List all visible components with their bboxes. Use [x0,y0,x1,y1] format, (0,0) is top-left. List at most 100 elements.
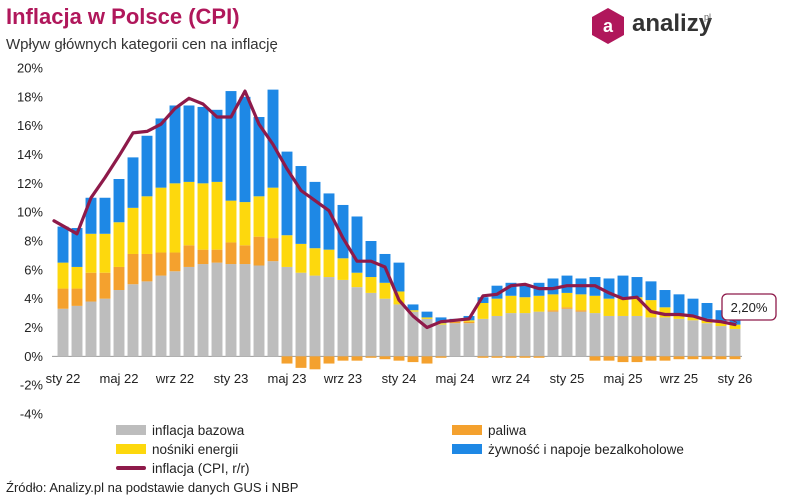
bar-energia [155,187,167,253]
bar-zywnosc [421,311,433,318]
y-tick-label: 16% [17,118,43,133]
bar-zywnosc [309,181,321,249]
bar-bazowa [421,318,433,357]
bar-energia [463,320,475,322]
bar-paliwa [561,307,573,309]
bar-energia [547,294,559,311]
bar-paliwa [337,356,349,361]
y-tick-label: 4% [24,291,43,306]
bar-zywnosc [141,135,153,197]
bar-zywnosc [645,281,657,301]
bar-zywnosc [225,91,237,201]
bar-paliwa [323,356,335,364]
bar-paliwa [715,356,727,360]
bar-zywnosc [393,262,405,292]
x-tick-label: sty 24 [382,371,417,386]
x-tick-label: wrz 24 [491,371,530,386]
bar-bazowa [729,328,741,357]
x-tick-label: wrz 23 [323,371,362,386]
bar-bazowa [715,326,727,357]
bar-zywnosc [113,179,125,223]
x-tick-label: wrz 25 [659,371,698,386]
analizy-logo: a analizy pl [588,6,788,46]
logo-letter: a [603,16,614,36]
x-tick-label: maj 23 [267,371,306,386]
bar-zywnosc [519,285,531,298]
bar-energia [337,258,349,280]
bar-paliwa [281,356,293,364]
x-tick-label: sty 22 [46,371,81,386]
bar-energia [113,222,125,267]
bar-bazowa [463,323,475,357]
bar-bazowa [673,318,685,357]
bar-bazowa [337,279,349,357]
bar-zywnosc [351,216,363,273]
bar-energia [477,302,489,319]
bar-zywnosc [197,106,209,184]
bar-paliwa [701,356,713,360]
bar-zywnosc [603,278,615,299]
bar-bazowa [211,262,223,357]
bar-paliwa [309,356,321,370]
y-tick-label: 0% [24,349,43,364]
x-tick-label: maj 25 [603,371,642,386]
bar-zywnosc [85,197,97,234]
bar-bazowa [267,261,279,357]
bar-energia [505,295,517,314]
bar-bazowa [225,264,237,357]
bar-energia [603,298,615,316]
bar-energia [71,266,83,289]
bar-bazowa [687,320,699,357]
bar-bazowa [491,315,503,357]
bar-zywnosc [477,297,489,303]
bar-energia [407,310,419,312]
cpi-chart: -4% -2% 0% 2% 4% 6% 8% 10% 12% 14% 16% 18% 20% sty 22… [17,61,777,422]
chart-title: Inflacja w Polsce (CPI) [6,4,240,29]
legend-swatch-inflacja [116,466,146,470]
legend-swatch-energia [116,444,146,454]
y-tick-label: 10% [17,205,43,220]
bar-energia [561,292,573,308]
logo-name: analizy [632,10,713,37]
y-tick-label: 20% [17,61,43,76]
bar-paliwa [519,356,531,358]
bar-paliwa [421,356,433,364]
y-tick-label: -4% [20,407,44,422]
bar-zywnosc [323,193,335,250]
bar-bazowa [505,313,517,357]
bar-bazowa [561,308,573,357]
bar-paliwa [533,356,545,358]
bar-zywnosc [505,282,517,296]
bar-paliwa [127,253,139,285]
bar-energia [659,307,671,318]
bar-energia [519,297,531,314]
bar-zywnosc [267,89,279,188]
bar-zywnosc [57,226,69,263]
bar-bazowa [71,305,83,357]
bar-energia [631,297,643,316]
bar-paliwa [631,356,643,363]
bar-zywnosc [491,285,503,299]
bar-paliwa [589,356,601,361]
bar-bazowa [393,304,405,357]
bar-bazowa [141,281,153,357]
y-tick-label: 6% [24,262,43,277]
bar-bazowa [253,265,265,357]
x-tick-label: maj 24 [435,371,474,386]
bar-paliwa [113,266,125,291]
bar-energia [295,243,307,273]
bar-bazowa [617,315,629,357]
legend-item-zywnosc: żywność i napoje bezalkoholowe [452,441,684,457]
logo-suffix: pl [704,12,712,22]
bar-paliwa [435,356,447,358]
bar-zywnosc [687,298,699,316]
bar-paliwa [547,310,559,312]
bar-energia [617,297,629,316]
bar-paliwa [617,356,629,363]
bar-zywnosc [631,277,643,298]
bar-zywnosc [183,105,195,182]
bar-zywnosc [127,157,139,208]
bar-bazowa [155,275,167,357]
bar-zywnosc [281,151,293,236]
bar-energia [239,202,251,246]
